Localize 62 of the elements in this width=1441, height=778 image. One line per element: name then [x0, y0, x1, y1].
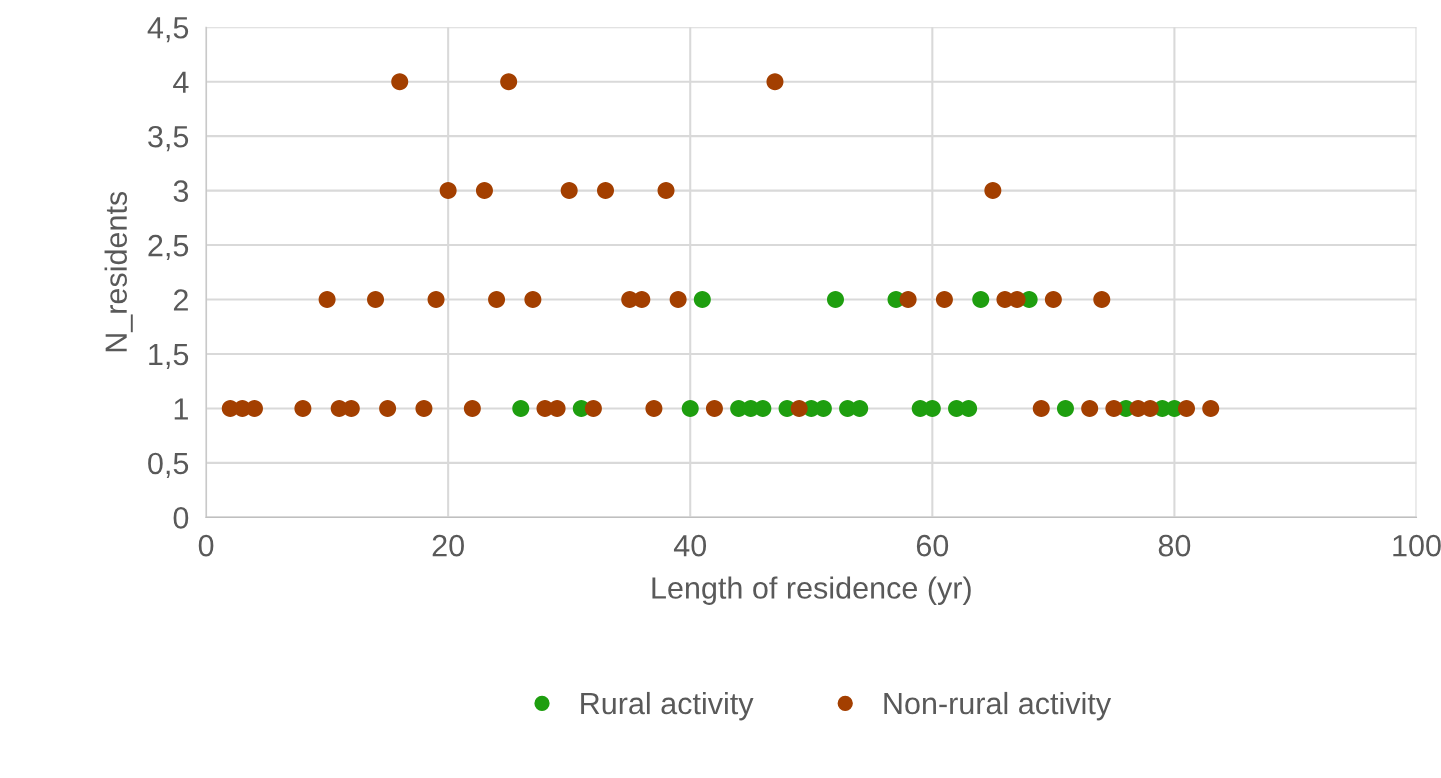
point	[693, 291, 711, 309]
point	[475, 182, 493, 200]
point	[1202, 399, 1220, 417]
point	[584, 399, 602, 417]
point	[1093, 291, 1111, 309]
point	[512, 399, 530, 417]
legend-label: Non-rural activity	[884, 691, 1112, 721]
point	[427, 291, 445, 309]
y-tick-label: 4,5	[147, 17, 189, 43]
y-tick-label: 3	[173, 180, 189, 202]
point	[681, 399, 699, 417]
y-tick-label: 0	[173, 507, 189, 529]
x-tick-label: 60	[916, 534, 949, 557]
point	[524, 291, 542, 309]
point	[318, 291, 336, 309]
point	[379, 399, 397, 417]
legend-label: Rural activity	[581, 691, 754, 721]
point	[294, 399, 312, 417]
point	[1081, 399, 1099, 417]
point	[1044, 291, 1062, 309]
y-tick-label: 0,5	[148, 452, 189, 478]
point	[597, 182, 615, 200]
y-tick-label: 4	[173, 71, 189, 93]
point	[391, 73, 409, 91]
point	[935, 291, 953, 309]
y-axis-title: N_residents	[104, 191, 133, 352]
point	[754, 399, 772, 417]
point	[1032, 399, 1050, 417]
point	[488, 291, 506, 309]
y-tick-label: 1,5	[149, 344, 189, 369]
point	[960, 399, 978, 417]
point	[1056, 399, 1074, 417]
point	[415, 399, 433, 417]
point	[790, 399, 808, 417]
point	[851, 399, 869, 417]
point	[500, 73, 518, 91]
point	[633, 291, 651, 309]
point	[669, 291, 687, 309]
y-tick-label: 3,5	[148, 125, 189, 152]
point	[657, 182, 675, 200]
y-tick-label: 2,5	[148, 234, 189, 261]
point	[645, 399, 663, 417]
y-tick-label: 2	[173, 289, 188, 311]
point	[367, 291, 385, 309]
point	[826, 291, 844, 309]
x-tick-label: 20	[432, 534, 464, 557]
point	[972, 291, 990, 309]
x-tick-label: 80	[1158, 534, 1191, 557]
point	[1178, 399, 1196, 417]
x-axis-title: Length of residence (yr)	[652, 576, 971, 605]
point	[984, 182, 1002, 200]
y-tick-label: 1	[174, 398, 188, 420]
point	[1105, 399, 1123, 417]
point	[705, 399, 723, 417]
x-tick-label: 100	[1393, 534, 1441, 557]
x-tick-label: 40	[673, 534, 707, 557]
point	[463, 399, 481, 417]
point	[766, 73, 784, 91]
x-tick-label: 0	[198, 534, 214, 557]
point	[899, 291, 917, 309]
point	[439, 182, 457, 200]
point	[560, 182, 578, 200]
